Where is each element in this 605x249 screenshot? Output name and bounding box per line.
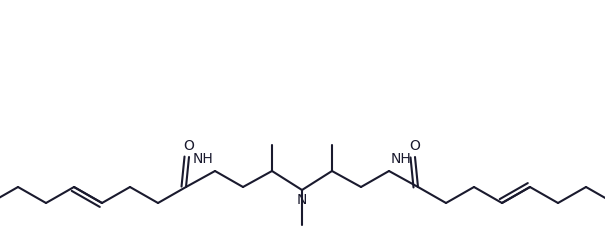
Text: O: O [410,139,420,153]
Text: NH: NH [192,152,213,166]
Text: NH: NH [391,152,412,166]
Text: N: N [297,193,307,207]
Text: O: O [183,139,194,153]
